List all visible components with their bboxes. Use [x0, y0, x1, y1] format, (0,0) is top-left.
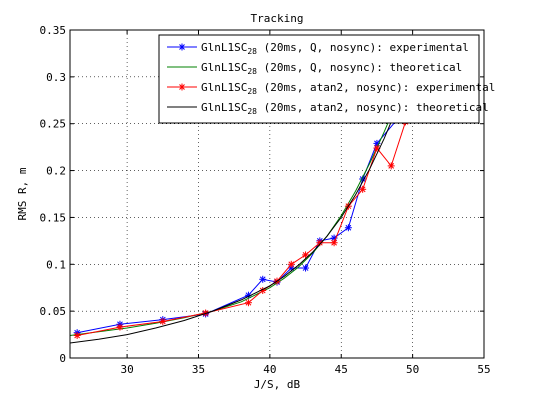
legend-entry: GlnL1SC28 (20ms, atan2, nosync): experim… — [167, 81, 495, 96]
data-point — [302, 264, 310, 272]
legend-label: GlnL1SC28 (20ms, Q, nosync): experimenta… — [201, 41, 469, 56]
legend-label: GlnL1SC28 (20ms, Q, nosync): theoretical — [201, 61, 462, 76]
series-1 — [70, 60, 414, 336]
ticks: 30 35 40 45 50 55 0 0.05 0.1 0.15 0.2 0.25 0.3 0.35 — [40, 24, 491, 376]
y-tick-label: 0.05 — [40, 305, 67, 318]
data-point — [330, 239, 338, 247]
y-tick-label: 0.35 — [40, 24, 67, 37]
y-axis-label: RMS R, m — [16, 167, 29, 220]
y-tick-label: 0.1 — [46, 258, 66, 271]
legend-entry: GlnL1SC28 (20ms, Q, nosync): theoretical — [167, 61, 462, 76]
data-point — [244, 299, 252, 307]
y-tick-label: 0.2 — [46, 165, 66, 178]
data-point — [259, 275, 267, 283]
x-axis-label: J/S, dB — [254, 378, 301, 391]
legend-label: GlnL1SC28 (20ms, atan2, nosync): experim… — [201, 81, 495, 96]
y-tick-label: 0.25 — [40, 118, 67, 131]
data-point — [178, 43, 186, 51]
data-point — [359, 185, 367, 193]
data-point — [287, 260, 295, 268]
legend-box — [158, 34, 480, 124]
legend-entry: GlnL1SC28 (20ms, atan2, nosync): theoret… — [167, 101, 489, 116]
legend-label: GlnL1SC28 (20ms, atan2, nosync): theoret… — [201, 101, 489, 116]
x-tick-label: 35 — [192, 363, 205, 376]
series-3 — [70, 67, 414, 344]
plot-frame — [69, 29, 485, 359]
x-tick-label: 50 — [406, 363, 419, 376]
x-tick-label: 30 — [120, 363, 133, 376]
x-tick-label: 45 — [335, 363, 348, 376]
data-point — [73, 332, 81, 340]
data-point — [302, 251, 310, 259]
chart-title: Tracking — [251, 12, 304, 25]
data-point — [387, 162, 395, 170]
data-point — [178, 83, 186, 91]
y-tick-label: 0 — [59, 352, 66, 365]
data-point — [116, 323, 124, 331]
y-tick-label: 0.15 — [40, 211, 67, 224]
data-point — [344, 224, 352, 232]
series-line — [70, 67, 414, 344]
legend-entry: GlnL1SC28 (20ms, Q, nosync): experimenta… — [167, 41, 469, 56]
y-tick-label: 0.3 — [46, 71, 66, 84]
legend: GlnL1SC28 (20ms, Q, nosync): experimenta… — [158, 34, 495, 124]
data-point — [159, 317, 167, 325]
x-tick-label: 40 — [263, 363, 276, 376]
data-point — [316, 239, 324, 247]
series-line — [70, 60, 414, 336]
x-tick-label: 55 — [477, 363, 490, 376]
